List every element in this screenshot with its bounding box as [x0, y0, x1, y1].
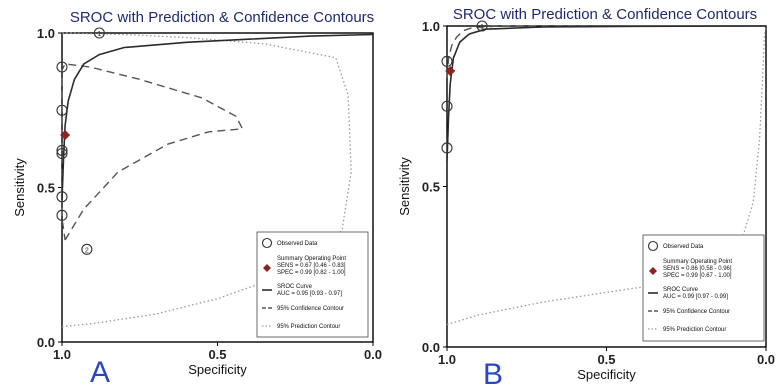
- sroc-curve: [61, 33, 374, 200]
- legend-observed-label: Observed Data: [277, 241, 318, 247]
- observed-point: [81, 243, 93, 255]
- observed-point: [56, 147, 68, 160]
- summary-operating-point: [445, 65, 456, 76]
- x-axis-label: Specificity: [577, 367, 636, 382]
- observed-point: [56, 191, 68, 203]
- observed-point: [56, 144, 68, 156]
- observed-point-label: 1: [97, 31, 101, 38]
- x-tick-label: 1.0: [53, 347, 71, 362]
- legend-summary-marker: [263, 264, 271, 272]
- observed-point: [441, 100, 453, 112]
- x-tick-label: 1.0: [438, 352, 456, 367]
- observed-point: [56, 61, 68, 73]
- legend-confidence-label: 95% Confidence Contour: [277, 306, 344, 312]
- legend: Observed Data Summary Operating PointSENS…: [642, 234, 765, 342]
- y-tick-label: 1.0: [37, 26, 55, 41]
- observed-point: [93, 27, 105, 39]
- legend-summary-spec: SPEC = 0.99 [0.67 - 1.00]: [663, 273, 732, 279]
- panel-b: SROC with Prediction & Confidence Contou…: [397, 6, 775, 388]
- sroc-curve: [446, 25, 767, 161]
- legend-summary-spec: SPEC = 0.99 [0.82 - 1.00]: [277, 270, 346, 276]
- prediction-contour: [61, 32, 352, 328]
- legend-summary-sens: SENS = 0.86 [0.58 - 0.96]: [663, 266, 732, 272]
- x-tick-label: 0.5: [597, 352, 615, 367]
- panel-letter: A: [90, 356, 110, 388]
- x-tick-label: 0.0: [757, 352, 775, 367]
- legend-summary-label: Summary Operating Point: [663, 259, 732, 265]
- legend-summary-marker: [649, 267, 657, 275]
- chart-title: SROC with Prediction & Confidence Contou…: [70, 9, 374, 26]
- legend-sroc-auc: AUC = 0.99 [0.97 - 0.99]: [663, 294, 728, 300]
- legend-box: [642, 234, 765, 342]
- legend-summary-sens: SENS = 0.67 [0.46 - 0.83]: [277, 263, 346, 269]
- legend-sroc-label: SROC Curve: [663, 287, 699, 293]
- panel-letter: B: [483, 358, 503, 388]
- x-tick-label: 0.5: [208, 347, 226, 362]
- observed-point: [56, 104, 68, 116]
- y-tick-label: 0.5: [37, 181, 55, 196]
- observed-point: [476, 20, 488, 32]
- observed-point: [441, 142, 453, 154]
- legend-prediction-label: 95% Prediction Contour: [663, 327, 726, 333]
- y-axis-label: Sensitivity: [397, 157, 412, 216]
- legend-confidence-label: 95% Confidence Contour: [663, 309, 730, 315]
- y-tick-label: 1.0: [422, 19, 440, 34]
- legend: Observed Data Summary Operating PointSENS…: [256, 231, 369, 338]
- y-tick-label: 0.0: [422, 340, 440, 355]
- y-tick-label: 0.5: [422, 180, 440, 195]
- legend-summary-label: Summary Operating Point: [277, 256, 346, 262]
- x-tick-label: 0.0: [364, 347, 382, 362]
- observed-point-label: 2: [85, 247, 89, 254]
- legend-observed-marker: [647, 240, 659, 252]
- legend-sroc-label: SROC Curve: [277, 284, 313, 290]
- x-axis-label: Specificity: [188, 362, 247, 377]
- observed-point: [56, 209, 68, 221]
- observed-point-label: 1: [480, 24, 484, 31]
- legend-observed-label: Observed Data: [663, 244, 704, 250]
- y-tick-label: 0.0: [37, 335, 55, 350]
- summary-operating-point: [60, 129, 71, 140]
- observed-point: [441, 55, 453, 67]
- panel-a: SROC with Prediction & Confidence Contou…: [12, 9, 382, 388]
- legend-box: [256, 231, 369, 338]
- legend-sroc-auc: AUC = 0.95 [0.93 - 0.97]: [277, 291, 342, 297]
- confidence-contour: [61, 63, 244, 241]
- legend-observed-marker: [261, 237, 273, 249]
- legend-prediction-label: 95% Prediction Contour: [277, 324, 340, 330]
- chart-title: SROC with Prediction & Confidence Contou…: [453, 6, 757, 23]
- y-axis-label: Sensitivity: [12, 158, 27, 217]
